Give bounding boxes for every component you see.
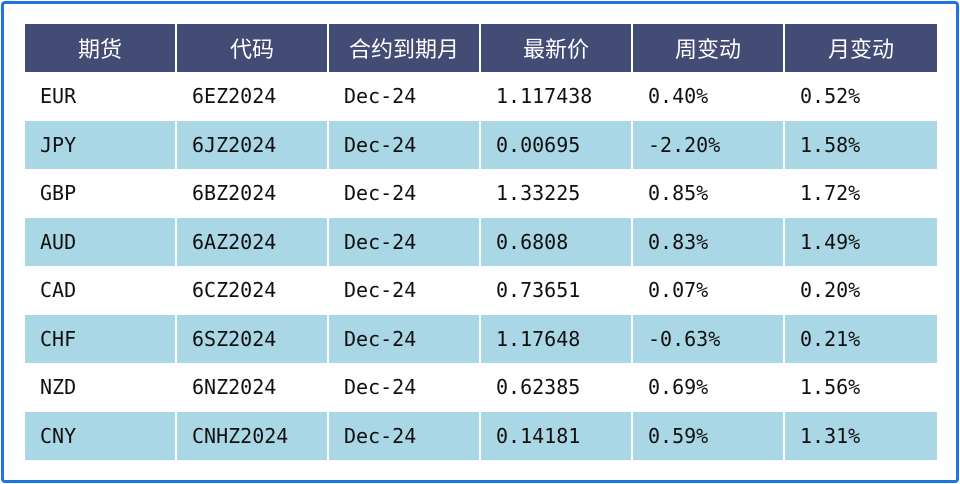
header-code: 代码 <box>177 24 329 72</box>
cell-expiry: Dec-24 <box>329 266 481 315</box>
cell-code: 6CZ2024 <box>177 266 329 315</box>
cell-monthly-change: 1.56% <box>800 375 861 400</box>
table-body: EUR 6EZ2024 Dec-24 1.117438 0.40% 0.52% … <box>25 72 937 460</box>
currency-futures-table: 期货 代码 合约到期月 最新价 周变动 月变动 EUR 6EZ2024 Dec-… <box>25 24 937 460</box>
header-expiry-month: 合约到期月 <box>329 24 481 72</box>
table-row: AUD 6AZ2024 Dec-24 0.6808 0.83% 1.49% <box>25 217 937 266</box>
cell-weekly-change: 0.59% <box>633 411 785 460</box>
header-latest-price: 最新价 <box>481 24 633 72</box>
cell-expiry: Dec-24 <box>329 411 481 460</box>
cell-monthly-change: 0.20% <box>800 278 861 303</box>
cell-expiry: Dec-24 <box>329 120 481 169</box>
table-row: NZD 6NZ2024 Dec-24 0.62385 0.69% 1.56% <box>25 363 937 412</box>
cell-expiry: Dec-24 <box>329 363 481 412</box>
cell-price: 1.33225 <box>481 169 633 218</box>
header-futures: 期货 <box>25 24 177 72</box>
cell-code: 6JZ2024 <box>177 120 329 169</box>
cell-weekly-change: 0.69% <box>633 363 785 412</box>
cell-code: CNHZ2024 <box>177 411 329 460</box>
table-row: JPY 6JZ2024 Dec-24 0.00695 -2.20% 1.58% <box>25 120 937 169</box>
cell-weekly-change: 0.40% <box>633 72 785 121</box>
cell-code: 6EZ2024 <box>177 72 329 121</box>
cell-price: 1.117438 <box>481 72 633 121</box>
cell-monthly-change: 0.21% <box>785 314 937 363</box>
table-row: GBP 6BZ2024 Dec-24 1.33225 0.85% 1.72% <box>25 169 937 218</box>
cell-expiry: Dec-24 <box>329 169 481 218</box>
cell-monthly-change: 1.72% <box>800 181 861 206</box>
cell-weekly-change: -2.20% <box>633 120 785 169</box>
cell-monthly-change: 1.31% <box>785 411 937 460</box>
header-monthly-change: 月变动 <box>785 24 937 72</box>
cell-price: 0.14181 <box>481 411 633 460</box>
table-row: CAD 6CZ2024 Dec-24 0.73651 0.07% 0.20% <box>25 266 937 315</box>
cell-monthly-change: 1.58% <box>785 120 937 169</box>
cell-currency: CHF <box>25 314 177 363</box>
cell-price: 0.00695 <box>481 120 633 169</box>
table-row: CNY CNHZ2024 Dec-24 0.14181 0.59% 1.31% <box>25 411 937 460</box>
cell-code: 6SZ2024 <box>177 314 329 363</box>
cell-price: 0.6808 <box>481 217 633 266</box>
header-weekly-change: 周变动 <box>633 24 785 72</box>
cell-price: 0.62385 <box>481 363 633 412</box>
cell-expiry: Dec-24 <box>329 217 481 266</box>
cell-price: 1.17648 <box>481 314 633 363</box>
cell-code: 6NZ2024 <box>177 363 329 412</box>
table-header: 期货 代码 合约到期月 最新价 周变动 月变动 <box>25 24 937 72</box>
cell-currency: NZD <box>25 363 177 412</box>
header-row: 期货 代码 合约到期月 最新价 周变动 月变动 <box>25 24 937 72</box>
cell-code: 6BZ2024 <box>177 169 329 218</box>
cell-price: 0.73651 <box>481 266 633 315</box>
cell-monthly-change: 0.52% <box>800 84 861 109</box>
cell-currency: JPY <box>25 120 177 169</box>
cell-currency: CAD <box>25 266 177 315</box>
cell-code: 6AZ2024 <box>177 217 329 266</box>
cell-expiry: Dec-24 <box>329 72 481 121</box>
cell-weekly-change: 0.83% <box>633 217 785 266</box>
cell-currency: GBP <box>25 169 177 218</box>
cell-weekly-change: 0.85% <box>633 169 785 218</box>
cell-weekly-change: -0.63% <box>633 314 785 363</box>
table-row: EUR 6EZ2024 Dec-24 1.117438 0.40% 0.52% <box>25 72 937 121</box>
cell-expiry: Dec-24 <box>329 314 481 363</box>
cell-currency: EUR <box>25 72 177 121</box>
cell-currency: CNY <box>25 411 177 460</box>
cell-monthly-change: 1.49% <box>785 217 937 266</box>
cell-currency: AUD <box>25 217 177 266</box>
cell-weekly-change: 0.07% <box>633 266 785 315</box>
table-row: CHF 6SZ2024 Dec-24 1.17648 -0.63% 0.21% <box>25 314 937 363</box>
